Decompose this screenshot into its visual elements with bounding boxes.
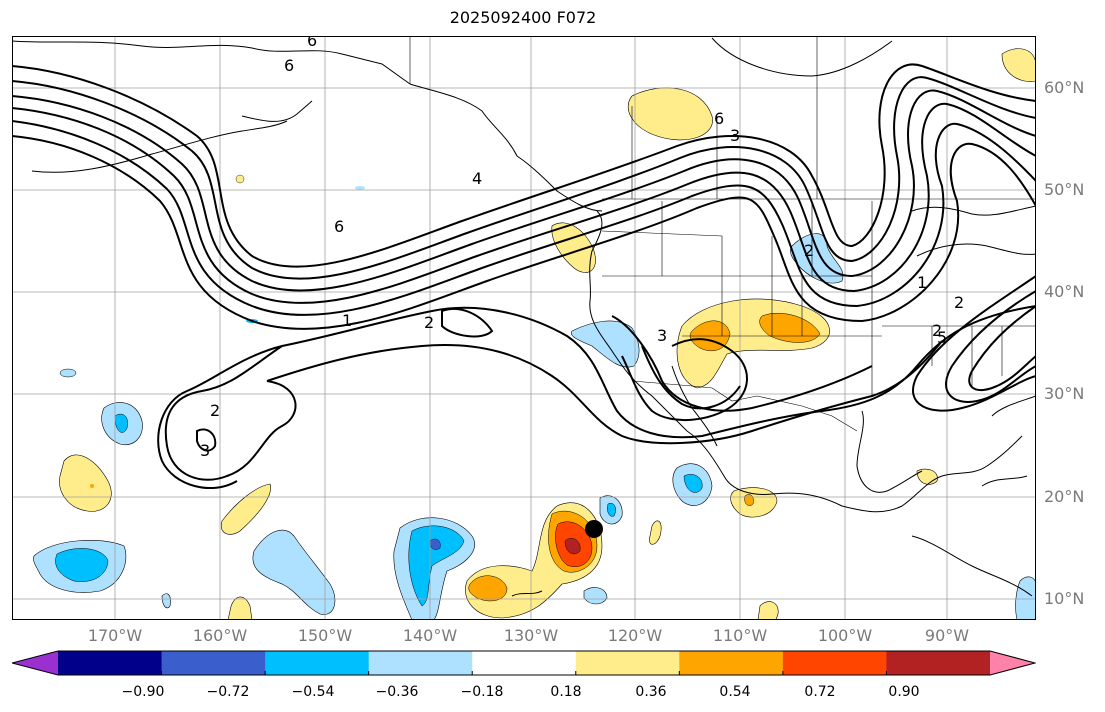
shade-negative-area [55,548,109,582]
colorbar-tick-label: 0.36 [635,684,667,700]
lat-label-60n: 60°N [1044,78,1085,97]
shade-positive-area [220,483,271,535]
colorbar-segment [782,651,887,675]
contour-label: 1 [917,273,927,292]
storm-center-dot [585,520,603,538]
colorbar-outline [12,650,1036,676]
shade-positive-area [730,487,778,518]
shade-negative-area [429,538,441,550]
contour-label: 2 [954,293,964,312]
lon-label-90w: 90°W [924,626,970,645]
contour-label: 6 [307,36,317,50]
colorbar-segment [575,651,680,675]
shade-negative-area [683,474,703,493]
colorbar-segment [161,651,266,675]
shade-positive-area [90,484,94,488]
map-panel: 6 6 4 3 6 6 1 2 2 3 3 2 1 2 2 5 [12,36,1036,620]
coastlines [12,37,1036,597]
shade-positive-area [227,596,253,620]
lat-label-20n: 20°N [1044,487,1085,506]
lon-label-120w: 120°W [607,626,663,645]
colorbar-extend-high [990,651,1035,675]
contour-label: 3 [730,126,740,145]
lon-label-130w: 130°W [503,626,559,645]
shade-negative-area [355,186,365,190]
lon-label-100w: 100°W [817,626,873,645]
shade-positive-area [551,222,596,273]
colorbar-tick-label: 0.72 [804,684,836,700]
lat-label-40n: 40°N [1044,282,1085,301]
shade-negative-area [607,503,616,517]
contour-lines [12,63,1036,490]
shade-positive-area [1001,48,1036,82]
contour-label: 3 [200,441,210,460]
lon-label-170w: 170°W [87,626,143,645]
colorbar-segment [472,651,577,675]
shade-negative-area [114,413,128,433]
map-title: 2025092400 F072 [449,8,597,27]
shade-positive-area [627,87,713,141]
lon-label-150w: 150°W [297,626,353,645]
colorbar-tick-label: 0.90 [888,684,920,700]
lat-label-30n: 30°N [1044,384,1085,403]
contour-label: 6 [284,56,294,75]
lat-label-50n: 50°N [1044,180,1085,199]
contour-label: 4 [472,169,482,188]
shade-positive-area [744,494,754,506]
lon-label-110w: 110°W [712,626,768,645]
contour-label: 6 [334,217,344,236]
colorbar-tick-label: −0.90 [121,684,165,700]
shade-negative-area [1015,576,1036,620]
lon-label-140w: 140°W [402,626,458,645]
shade-positive-area [759,312,821,343]
colorbar-tick-label: −0.18 [460,684,504,700]
contour-label: 2 [210,401,220,420]
colorbar-segment [679,651,784,675]
colorbar-segment [886,651,991,675]
shade-positive-area [564,538,581,555]
shade-negative-area [161,593,171,609]
colorbar-tick-label: −0.54 [291,684,335,700]
shade-negative-area [583,587,608,605]
shade-positive-area [468,575,508,602]
colorbar-segment [368,651,473,675]
contour-label: 2 [424,313,434,332]
contour-label: 2 [932,321,942,340]
colorbar-tick-label: 0.18 [550,684,582,700]
colorbar-tick-label: −0.36 [375,684,419,700]
shade-positive-area [649,520,662,545]
colorbar-segment [265,651,370,675]
contour-label: 5 [937,328,947,347]
lon-label-160w: 160°W [192,626,248,645]
colorbar-tick-label: 0.54 [719,684,751,700]
colorbar [12,650,1036,676]
shade-negative-area [570,320,640,368]
shade-negative-area [252,529,336,615]
shade-negative-area [408,525,465,607]
shade-positive-area [235,174,245,184]
contour-label: 2 [804,241,814,260]
contour-labels: 6 6 4 3 6 6 1 2 2 3 3 2 1 2 2 5 [200,36,964,460]
shade-negative-area [59,368,77,378]
colorbar-tick-label: −0.72 [206,684,250,700]
lat-label-10n: 10°N [1044,589,1085,608]
contour-label: 6 [714,109,724,128]
colorbar-extend-low [12,651,58,675]
contour-label: 3 [657,326,667,345]
contour-label: 1 [342,311,352,330]
colorbar-segment [58,651,163,675]
